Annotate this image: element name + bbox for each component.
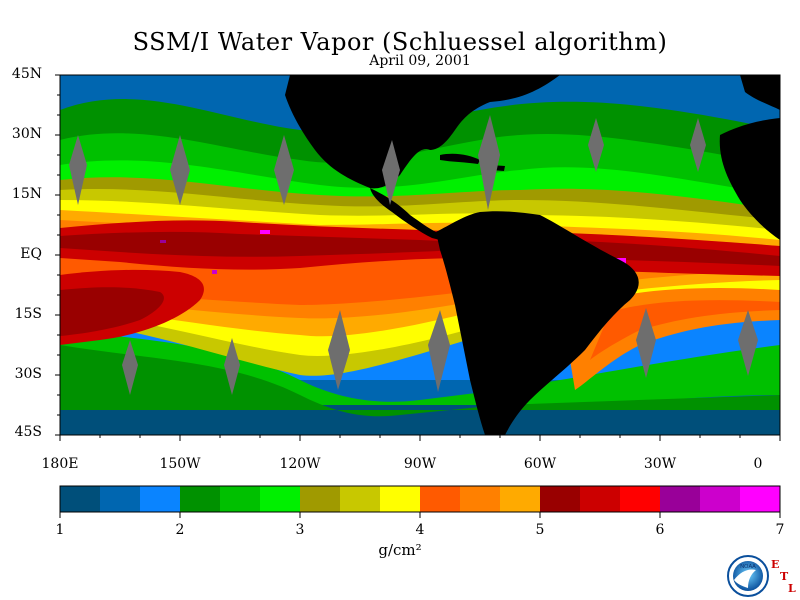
colorbar-label-2: 2 [175, 522, 185, 538]
lat-label-45n: 45N [11, 66, 42, 82]
colorbar-swatch [300, 486, 341, 512]
lon-label-0: 0 [753, 456, 763, 472]
colorbar-label-1: 1 [55, 522, 65, 538]
colorbar-swatch [540, 486, 581, 512]
lat-label-30n: 30N [11, 126, 42, 142]
lon-label-150w: 150W [159, 456, 201, 472]
colorbar-label-4: 4 [415, 522, 425, 538]
logo-letter-t: T [780, 570, 789, 583]
map-title: SSM/I Water Vapor (Schluessel algorithm) [132, 28, 668, 56]
lon-label-30w: 30W [643, 456, 677, 472]
colorbar-units: g/cm² [378, 541, 422, 559]
lon-label-120w: 120W [279, 456, 321, 472]
colorbar-swatch [380, 486, 421, 512]
data-gap-swaths [69, 115, 758, 395]
noaa-etl-logo: NOAA E T L [727, 555, 796, 597]
colorbar-swatch [60, 486, 101, 512]
colorbar-swatch [620, 486, 661, 512]
colorbar-swatch [660, 486, 701, 512]
colorbar-swatch [700, 486, 741, 512]
europe-land [740, 75, 780, 110]
noaa-logo-text: NOAA [740, 564, 756, 570]
colorbar-label-5: 5 [535, 522, 545, 538]
colorbar-swatch [100, 486, 141, 512]
colorbar-label-3: 3 [295, 522, 305, 538]
colorbar-swatch [180, 486, 221, 512]
colorbar-swatch [580, 486, 621, 512]
colorbar-label-6: 6 [655, 522, 665, 538]
lon-label-180e: 180E [41, 456, 79, 472]
lat-label-45s: 45S [14, 424, 42, 440]
map-date: April 09, 2001 [369, 53, 471, 69]
colorbar-swatch [500, 486, 541, 512]
colorbar-swatch [260, 486, 301, 512]
north-america-land [285, 75, 560, 189]
lat-label-15n: 15N [11, 186, 42, 202]
map-field [60, 75, 780, 435]
central-america-land [370, 188, 440, 240]
logo-letter-l: L [788, 582, 796, 595]
south-america-land [436, 211, 639, 435]
colorbar [60, 486, 781, 512]
colorbar-label-7: 7 [775, 522, 785, 538]
colorbar-ticks [59, 512, 781, 518]
logo-letter-e: E [771, 558, 779, 571]
axis-ticks [55, 74, 781, 441]
lat-label-eq: EQ [20, 246, 42, 262]
colorbar-swatch [420, 486, 461, 512]
lat-label-15s: 15S [14, 306, 42, 322]
africa-land [719, 118, 780, 240]
lat-label-30s: 30S [14, 366, 42, 382]
colorbar-swatch [740, 486, 781, 512]
colorbar-swatch [460, 486, 501, 512]
colorbar-swatch [220, 486, 261, 512]
colorbar-swatch [340, 486, 381, 512]
colorbar-swatch [140, 486, 181, 512]
cuba-land [440, 153, 480, 164]
lon-label-60w: 60W [523, 456, 557, 472]
lon-label-90w: 90W [403, 456, 437, 472]
